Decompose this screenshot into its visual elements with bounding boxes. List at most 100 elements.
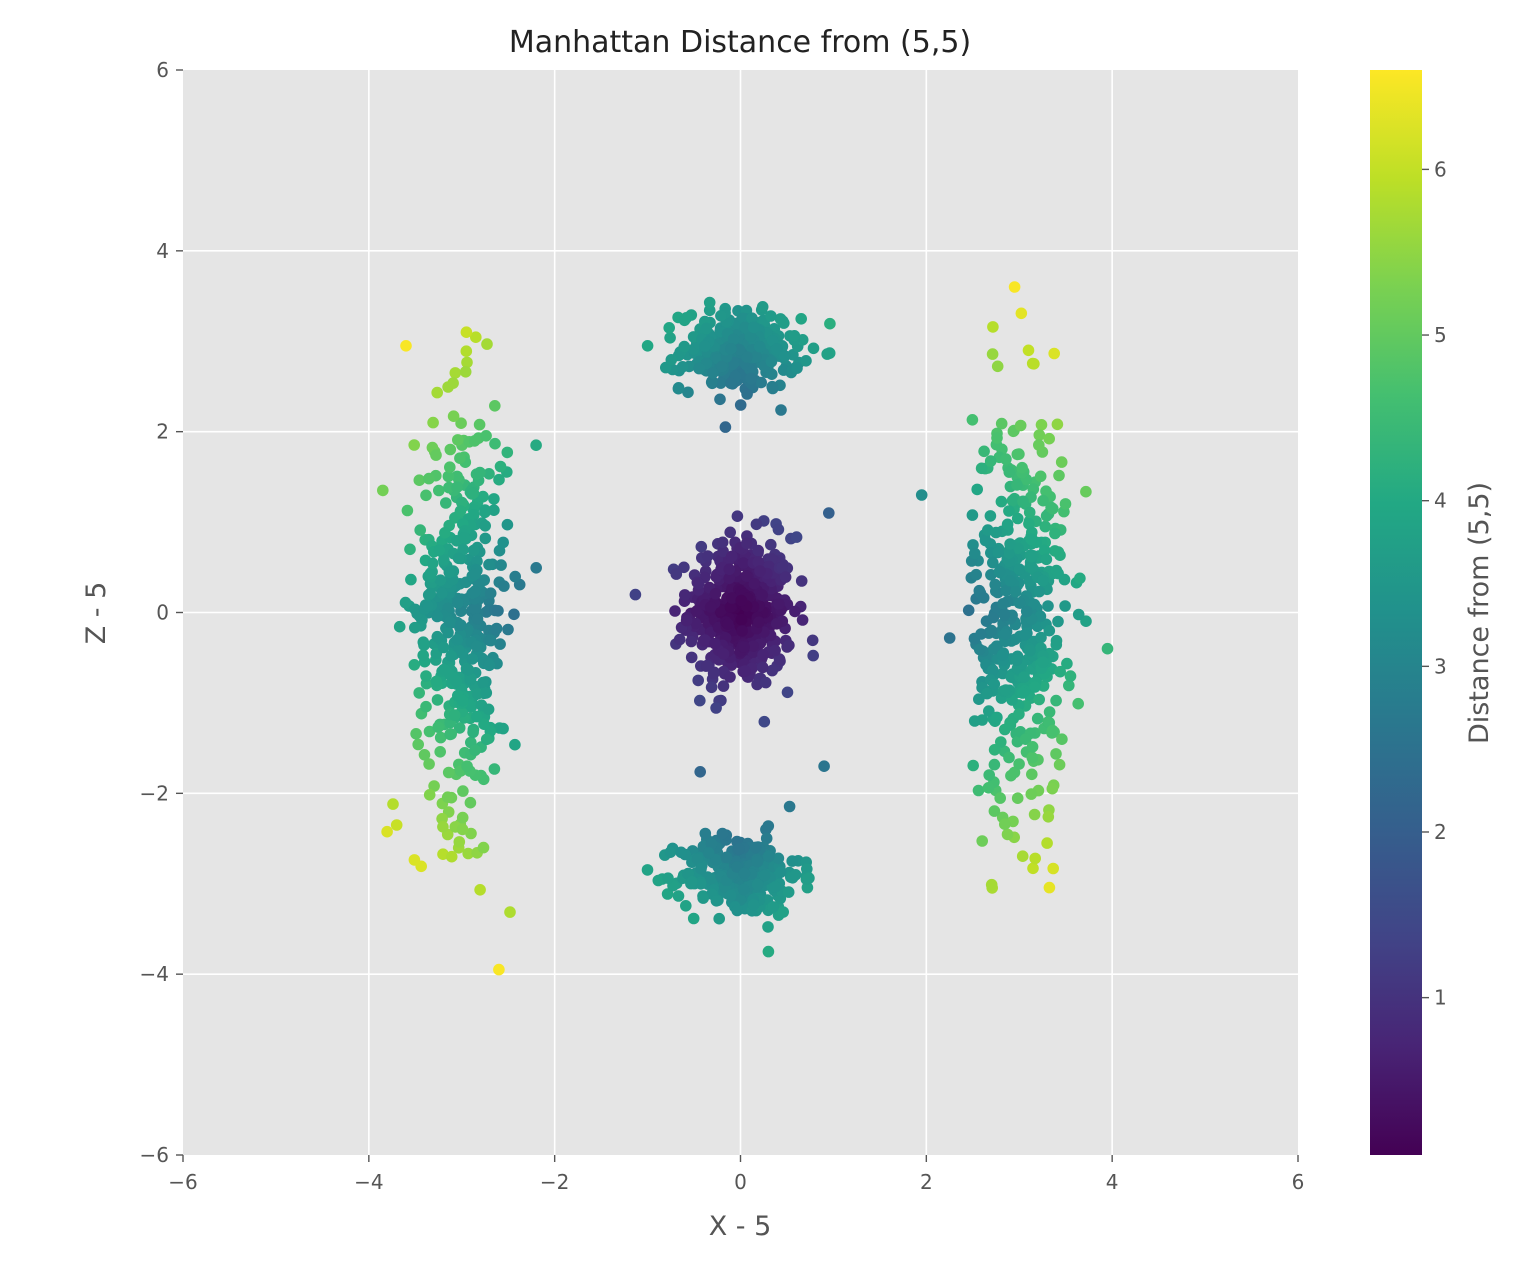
data-point (735, 613, 748, 626)
data-point (993, 565, 1006, 578)
data-point (736, 625, 748, 637)
data-point (680, 614, 693, 627)
data-point (490, 623, 502, 635)
data-point (465, 488, 478, 500)
data-point (451, 481, 463, 494)
data-point (477, 676, 489, 689)
data-point (1037, 574, 1049, 587)
data-point (746, 312, 758, 325)
data-point (757, 649, 769, 661)
data-point (444, 443, 457, 456)
data-point (1053, 469, 1065, 482)
data-point (454, 452, 466, 465)
data-point (752, 556, 765, 568)
data-point (664, 846, 677, 858)
data-point (981, 687, 993, 700)
data-point (991, 432, 1003, 444)
data-point (413, 687, 426, 699)
data-point (456, 811, 469, 824)
data-point (686, 875, 698, 888)
data-point (399, 596, 412, 609)
data-point (1018, 629, 1031, 641)
data-point (987, 611, 1000, 624)
data-point (1039, 520, 1052, 533)
data-point (779, 571, 792, 583)
data-point (1016, 461, 1028, 474)
data-point (469, 603, 481, 615)
data-point (979, 534, 992, 547)
data-point (437, 848, 449, 860)
colorbar-tick-label: 2 (1434, 820, 1447, 844)
data-point (1038, 544, 1051, 557)
data-point (1026, 741, 1039, 753)
data-point (706, 367, 719, 379)
data-point (444, 616, 456, 628)
data-point (770, 618, 783, 630)
data-point (995, 417, 1008, 430)
data-point (738, 867, 751, 880)
data-point (709, 637, 721, 650)
data-point (1001, 518, 1014, 531)
data-point (748, 577, 761, 590)
data-point (669, 605, 681, 617)
x-axis-label: X - 5 (709, 1211, 772, 1242)
data-point (1050, 748, 1062, 760)
data-point (714, 377, 727, 389)
data-point (1043, 432, 1055, 445)
data-point (756, 661, 769, 674)
data-point (967, 759, 979, 772)
data-point (973, 643, 986, 656)
data-point (818, 760, 830, 772)
data-point (437, 641, 450, 654)
data-point (782, 886, 795, 898)
data-point (420, 670, 432, 682)
data-point (484, 587, 497, 599)
data-point (460, 326, 473, 339)
data-point (967, 539, 979, 551)
data-point (699, 634, 711, 646)
data-point (990, 526, 1002, 539)
data-point (477, 490, 489, 503)
x-tick-label: −6 (168, 1170, 197, 1194)
data-point (479, 532, 492, 545)
data-point (450, 675, 463, 688)
data-point (772, 852, 785, 865)
data-point (731, 904, 743, 917)
data-point (777, 364, 790, 376)
data-point (445, 728, 458, 740)
data-point (457, 785, 469, 797)
data-point (781, 686, 794, 699)
data-point (1011, 792, 1024, 804)
data-point (984, 510, 997, 522)
data-point (480, 687, 493, 699)
data-point (474, 466, 486, 479)
data-point (737, 557, 750, 569)
data-point (1046, 724, 1059, 737)
data-point (756, 589, 768, 601)
x-tick-label: −4 (354, 1170, 383, 1194)
data-point (733, 343, 746, 356)
data-point (678, 340, 691, 353)
data-point (765, 310, 777, 322)
data-point (482, 703, 495, 716)
data-point (678, 314, 691, 327)
data-point (1013, 597, 1026, 609)
data-point (1040, 553, 1053, 566)
data-point (972, 784, 985, 797)
data-point (452, 434, 464, 446)
data-point (453, 722, 466, 734)
data-point (725, 377, 737, 390)
data-point (494, 460, 507, 473)
data-point (994, 792, 1006, 804)
data-point (442, 766, 455, 779)
data-point (390, 819, 403, 831)
data-point (705, 376, 718, 389)
data-point (968, 715, 981, 727)
data-point (492, 605, 504, 617)
data-point (682, 386, 694, 399)
data-point (1063, 679, 1075, 692)
colorbar-tick-label: 4 (1434, 489, 1447, 513)
data-point (430, 449, 442, 461)
data-point (509, 570, 521, 583)
data-point (982, 782, 995, 794)
